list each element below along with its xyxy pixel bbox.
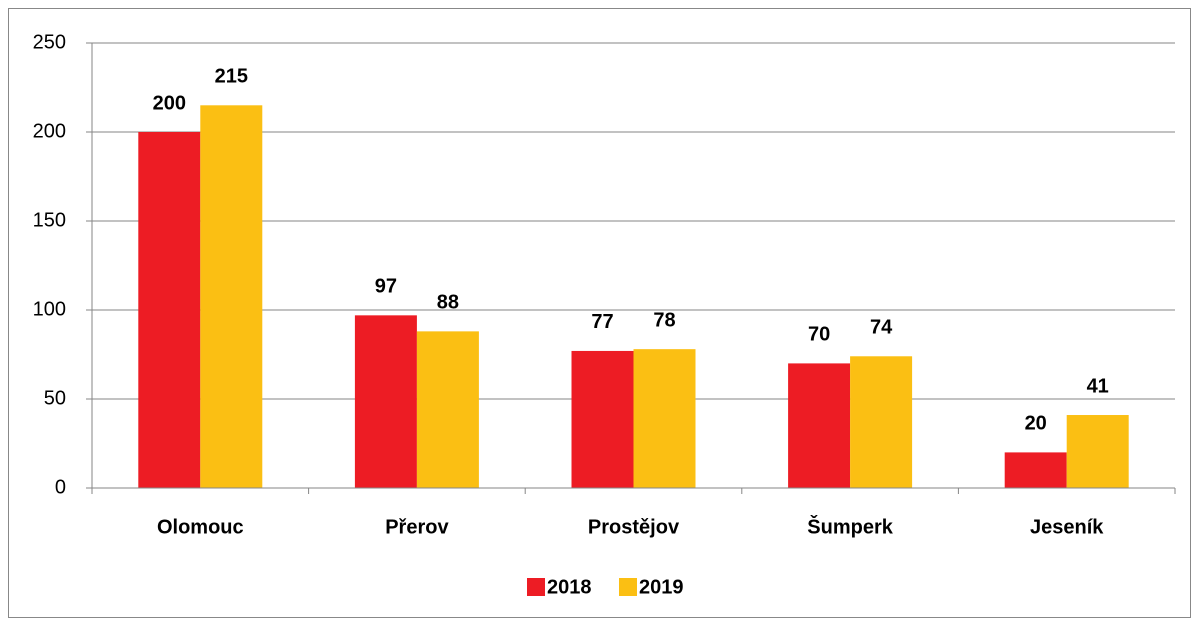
y-tick-label: 100 [33, 298, 66, 320]
bar [1004, 452, 1067, 488]
bar [571, 350, 634, 488]
bar [416, 331, 479, 488]
bar [850, 356, 913, 488]
x-tick-label: Jeseník [1030, 516, 1104, 538]
data-label: 74 [870, 317, 893, 339]
y-tick-label: 150 [33, 209, 66, 231]
y-tick-label: 0 [55, 476, 66, 498]
x-tick-label: Přerov [385, 516, 449, 538]
x-tick-label: Olomouc [157, 516, 244, 538]
data-label: 200 [153, 92, 186, 114]
data-label: 78 [653, 309, 675, 331]
legend-label: 2018 [547, 576, 592, 598]
legend-swatch [527, 578, 545, 596]
legend-label: 2019 [639, 576, 684, 598]
data-label: 77 [591, 311, 613, 333]
bar [633, 349, 696, 488]
x-tick-label: Prostějov [588, 516, 680, 538]
data-label: 97 [375, 276, 397, 298]
data-label: 88 [437, 292, 459, 314]
x-tick-label: Šumperk [807, 514, 893, 538]
bar [354, 315, 417, 488]
bar [788, 363, 851, 488]
data-label: 215 [215, 66, 248, 88]
bar [1066, 415, 1129, 488]
y-tick-label: 200 [33, 120, 66, 142]
data-label: 41 [1087, 375, 1109, 397]
data-label: 70 [808, 324, 830, 346]
y-tick-label: 250 [33, 31, 66, 53]
bar [200, 105, 263, 489]
y-tick-label: 50 [44, 387, 66, 409]
data-label: 20 [1025, 413, 1047, 435]
legend-swatch [619, 578, 637, 596]
bar [138, 132, 201, 488]
